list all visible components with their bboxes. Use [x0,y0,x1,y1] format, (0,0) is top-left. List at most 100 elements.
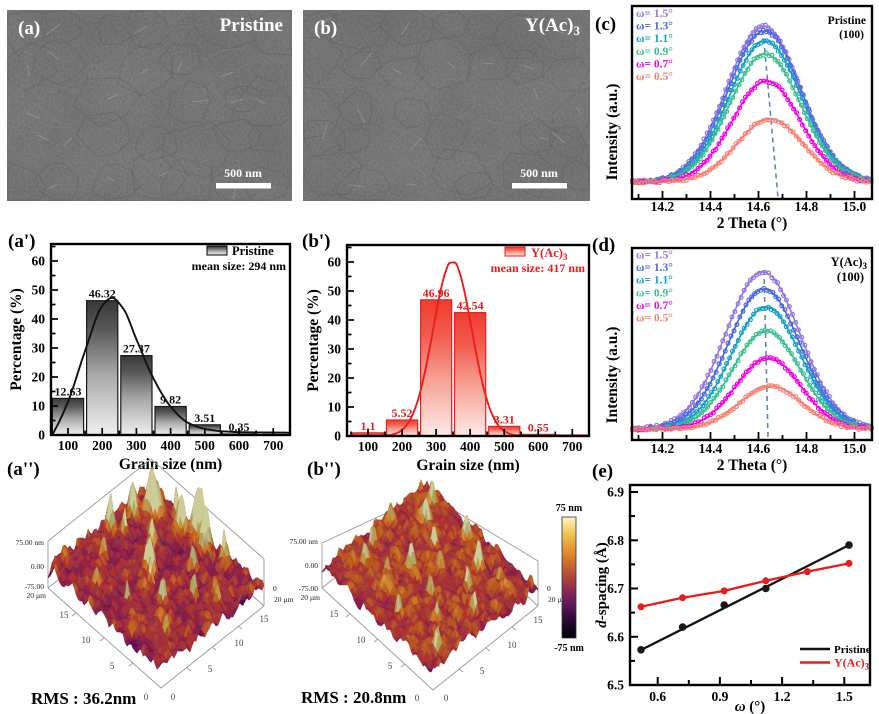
svg-text:(100): (100) [837,270,864,284]
svg-text:6.9: 6.9 [607,485,624,500]
svg-text:200: 200 [392,439,413,454]
svg-text:Pristine: Pristine [828,15,866,27]
svg-text:500: 500 [195,438,216,453]
svg-text:50: 50 [32,283,46,298]
svg-text:Grain size (nm): Grain size (nm) [119,456,222,473]
svg-text:14.2: 14.2 [651,441,675,456]
svg-text:(d): (d) [592,235,615,256]
svg-text:12.63: 12.63 [55,384,82,398]
svg-text:100: 100 [58,438,79,453]
svg-text:75 nm: 75 nm [556,503,583,514]
svg-text:6.7: 6.7 [607,581,624,596]
svg-text:9.82: 9.82 [160,393,181,407]
svg-text:ω= 1.1°: ω= 1.1° [636,33,673,45]
svg-text:ω (°): ω (°) [735,699,766,714]
svg-text:20 µm: 20 µm [300,593,320,602]
svg-text:RMS : 20.8nm: RMS : 20.8nm [301,688,406,707]
svg-text:5: 5 [480,666,485,676]
svg-text:5: 5 [208,664,213,674]
svg-text:(100): (100) [839,29,864,41]
svg-text:700: 700 [562,439,583,454]
svg-text:Y(Ac)3: Y(Ac)3 [831,255,868,271]
svg-text:10: 10 [357,635,367,645]
svg-text:d-spacing (Å): d-spacing (Å) [594,542,610,627]
svg-text:(a''): (a'') [7,459,40,480]
svg-text:ω= 0.9°: ω= 0.9° [636,46,673,58]
svg-text:500 nm: 500 nm [520,166,558,180]
svg-text:2 Theta (°): 2 Theta (°) [717,457,788,474]
svg-text:0: 0 [547,584,551,593]
svg-text:15: 15 [260,614,270,624]
svg-text:10: 10 [82,635,92,645]
svg-text:30: 30 [32,341,46,356]
svg-text:100: 100 [358,439,379,454]
svg-text:10: 10 [32,399,46,414]
svg-text:200: 200 [92,438,113,453]
svg-text:0: 0 [38,428,45,443]
svg-text:6.8: 6.8 [607,533,624,548]
svg-text:(b): (b) [314,18,337,39]
svg-text:Pristine: Pristine [220,15,283,36]
svg-text:6.6: 6.6 [607,629,624,644]
svg-text:10: 10 [328,400,342,415]
svg-text:2 Theta (°): 2 Theta (°) [717,215,788,232]
svg-text:6.5: 6.5 [607,678,624,693]
svg-text:60: 60 [328,255,342,270]
svg-text:20 µm: 20 µm [274,595,294,604]
svg-text:ω= 0.7°: ω= 0.7° [636,300,673,312]
svg-text:Percentage (%): Percentage (%) [305,289,322,392]
svg-text:1.2: 1.2 [774,689,791,704]
svg-text:14.8: 14.8 [795,199,819,214]
svg-text:15.0: 15.0 [843,441,867,456]
svg-text:14.4: 14.4 [699,441,723,456]
svg-text:ω= 0.5°: ω= 0.5° [636,71,673,83]
svg-text:600: 600 [528,439,549,454]
svg-text:0.35: 0.35 [229,420,250,434]
svg-text:500 nm: 500 nm [224,166,262,180]
svg-text:Y(Ac)3: Y(Ac)3 [834,656,870,672]
svg-text:3.31: 3.31 [494,412,515,426]
svg-text:ω= 1.5°: ω= 1.5° [636,8,673,20]
svg-text:ω= 1.3°: ω= 1.3° [636,21,673,33]
svg-text:Y(Ac)3: Y(Ac)3 [531,246,568,262]
svg-text:Percentage (%): Percentage (%) [8,288,25,391]
svg-text:700: 700 [263,438,284,453]
svg-text:RMS : 36.2nm: RMS : 36.2nm [31,689,136,708]
svg-text:0: 0 [444,693,449,703]
svg-text:500: 500 [494,439,515,454]
svg-text:300: 300 [426,439,447,454]
svg-text:600: 600 [229,438,250,453]
svg-text:3.51: 3.51 [194,411,215,425]
svg-text:15: 15 [534,615,544,625]
svg-text:0: 0 [171,692,176,702]
svg-text:14.6: 14.6 [747,441,771,456]
svg-text:ω= 0.7°: ω= 0.7° [636,58,673,70]
svg-text:30: 30 [328,342,342,357]
svg-text:(b''): (b'') [307,459,341,480]
svg-text:400: 400 [460,439,481,454]
svg-text:0.00: 0.00 [305,561,318,570]
svg-text:(c): (c) [595,14,616,35]
svg-text:20: 20 [32,370,46,385]
svg-text:ω= 0.5°: ω= 0.5° [636,313,673,325]
svg-text:14.6: 14.6 [747,199,771,214]
svg-text:(a'): (a') [8,231,35,252]
svg-text:60: 60 [32,254,46,269]
svg-text:Intensity (a.u.): Intensity (a.u.) [604,84,621,181]
svg-text:46.96: 46.96 [423,286,450,300]
svg-text:(a): (a) [18,18,40,39]
svg-text:14.2: 14.2 [651,199,675,214]
svg-text:1.1: 1.1 [361,419,376,433]
svg-text:ω= 1.1°: ω= 1.1° [636,275,673,287]
svg-text:14.4: 14.4 [699,199,723,214]
svg-text:mean size: 294 nm: mean size: 294 nm [192,259,286,273]
svg-text:Grain size (nm): Grain size (nm) [416,457,519,474]
svg-text:15.0: 15.0 [843,199,867,214]
svg-text:5: 5 [110,661,115,671]
svg-text:15: 15 [60,610,70,620]
svg-text:40: 40 [32,312,46,327]
svg-text:0: 0 [415,693,420,703]
svg-text:Pristine: Pristine [834,644,871,656]
svg-text:(b'): (b') [302,231,331,252]
svg-text:Y(Ac)3: Y(Ac)3 [525,15,581,38]
